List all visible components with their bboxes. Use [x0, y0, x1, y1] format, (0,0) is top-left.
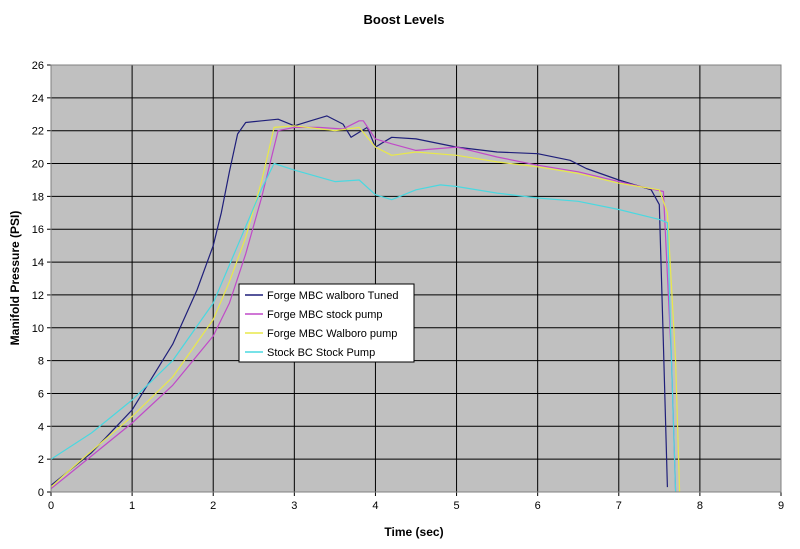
series-group	[50, 115, 681, 493]
y-tick-label: 4	[38, 421, 44, 433]
x-tick-label: 3	[291, 500, 297, 512]
x-tick-label: 0	[48, 500, 54, 512]
y-tick-label: 20	[32, 159, 44, 171]
x-tick-label: 5	[453, 500, 459, 512]
series-line-3	[50, 125, 681, 493]
legend-entries: Forge MBC walboro Tuned Forge MBC stock p…	[245, 290, 398, 359]
legend: Forge MBC walboro Tuned Forge MBC stock p…	[238, 283, 415, 363]
y-tick-label: 18	[32, 191, 44, 203]
x-tick-label: 4	[372, 500, 378, 512]
legend-label-2: Forge MBC stock pump	[267, 309, 383, 321]
y-tick-label: 8	[38, 356, 44, 368]
legend-label-3: Forge MBC Walboro pump	[267, 328, 397, 340]
y-tick-label: 6	[38, 388, 44, 400]
x-tick-label: 2	[210, 500, 216, 512]
legend-label-4: Stock BC Stock Pump	[267, 347, 375, 359]
x-tick-label: 7	[616, 500, 622, 512]
x-tick-label: 1	[129, 500, 135, 512]
x-tick-label: 8	[697, 500, 703, 512]
y-tick-label: 0	[38, 487, 44, 499]
y-tick-label: 14	[32, 257, 44, 269]
y-tick-label: 24	[32, 93, 44, 105]
chart-title: Boost Levels	[364, 12, 445, 27]
series-line-1	[50, 115, 668, 488]
series-line-2	[50, 120, 677, 493]
legend-label-1: Forge MBC walboro Tuned	[267, 290, 398, 302]
y-tick-label: 22	[32, 126, 44, 138]
y-tick-label: 12	[32, 290, 44, 302]
plot-area	[51, 65, 781, 492]
y-tick-label: 26	[32, 60, 44, 72]
legend-box	[238, 283, 415, 363]
y-tick-label: 16	[32, 224, 44, 236]
y-tick-label: 10	[32, 323, 44, 335]
x-axis-ticks: 0 1 2 3 4 5 6 7 8 9	[48, 492, 784, 512]
plot-border	[50, 64, 782, 493]
x-axis-label: Time (sec)	[384, 525, 443, 539]
x-tick-label: 6	[535, 500, 541, 512]
x-tick-label: 9	[778, 500, 784, 512]
series-line-4	[50, 162, 677, 493]
y-tick-label: 2	[38, 454, 44, 466]
y-axis-label: Manifold Pressure (PSI)	[8, 211, 22, 346]
